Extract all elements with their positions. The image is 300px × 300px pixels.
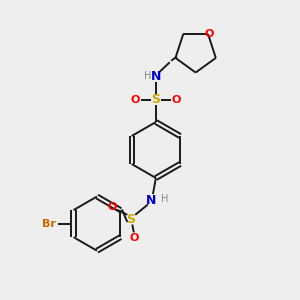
Text: S: S — [152, 93, 160, 106]
Text: O: O — [129, 233, 139, 243]
Text: O: O — [172, 95, 181, 105]
Text: O: O — [108, 202, 117, 212]
Text: O: O — [205, 29, 214, 39]
Text: N: N — [151, 70, 161, 83]
Text: Br: Br — [42, 219, 56, 229]
Text: H: H — [161, 194, 168, 204]
Text: N: N — [146, 194, 157, 207]
Text: S: S — [126, 213, 135, 226]
Text: H: H — [144, 70, 151, 80]
Text: O: O — [130, 95, 140, 105]
